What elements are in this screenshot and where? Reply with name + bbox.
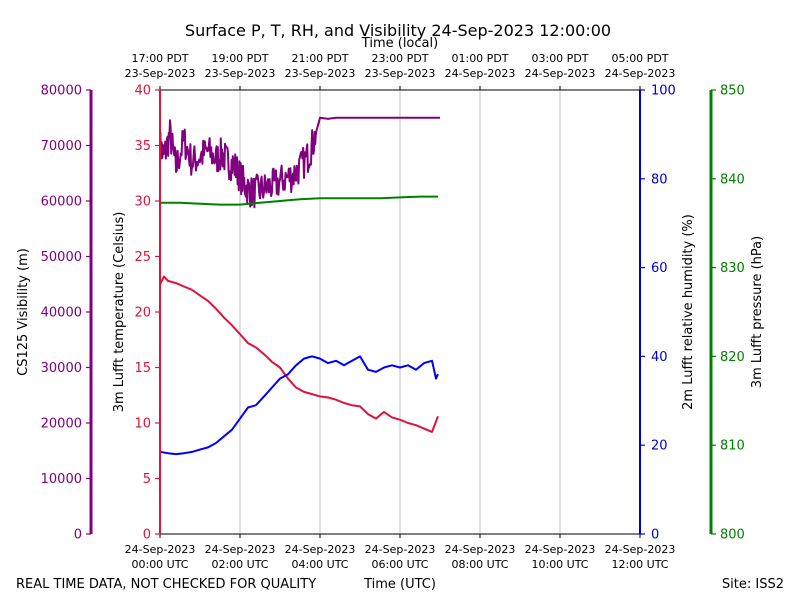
visibility-axis-tick-label: 10000 bbox=[41, 472, 82, 487]
humidity-axis-tick-label: 80 bbox=[651, 172, 668, 187]
local-tick-time: 23:00 PDT bbox=[371, 52, 428, 65]
utc-tick-time: 10:00 UTC bbox=[531, 558, 588, 571]
pressure-axis-tick-label: 800 bbox=[720, 528, 745, 543]
utc-tick-date: 24-Sep-2023 bbox=[605, 543, 676, 556]
gridlines bbox=[239, 90, 561, 534]
local-tick-date: 24-Sep-2023 bbox=[525, 67, 596, 80]
axes-layer: 24-Sep-2023 00:00 UTC 24-Sep-2023 02:00 UTC… bbox=[41, 52, 745, 571]
utc-tick-date: 24-Sep-2023 bbox=[445, 543, 516, 556]
humidity-series-line bbox=[159, 355, 439, 456]
temperature-axis-tick-label: 35 bbox=[134, 139, 151, 154]
pressure-axis-tick-label: 850 bbox=[720, 84, 745, 99]
utc-tick-date: 24-Sep-2023 bbox=[125, 543, 196, 556]
humidity-axis-tick-label: 40 bbox=[651, 350, 668, 365]
pressure-axis-tick-label: 820 bbox=[720, 350, 745, 365]
temperature-axis-tick-label: 0 bbox=[143, 528, 151, 543]
utc-tick-time: 06:00 UTC bbox=[371, 558, 428, 571]
visibility-axis-tick-label: 80000 bbox=[41, 84, 82, 99]
temperature-axis-tick-label: 20 bbox=[134, 306, 151, 321]
site-label: Site: ISS2 bbox=[722, 577, 784, 592]
humidity-axis-tick-label: 20 bbox=[651, 439, 668, 454]
utc-tick-date: 24-Sep-2023 bbox=[205, 543, 276, 556]
pressure-axis-tick-label: 830 bbox=[720, 261, 745, 276]
pressure-series-line bbox=[160, 195, 438, 206]
local-tick-date: 23-Sep-2023 bbox=[285, 67, 356, 80]
local-tick-date: 23-Sep-2023 bbox=[125, 67, 196, 80]
temperature-axis-tick-label: 10 bbox=[134, 417, 151, 432]
local-tick-time: 01:00 PDT bbox=[451, 52, 508, 65]
utc-tick-time: 12:00 UTC bbox=[611, 558, 668, 571]
temperature-axis-title: 3m Lufft temperature (Celsius) bbox=[112, 212, 127, 413]
bottom-axis-title: Time (UTC) bbox=[363, 577, 436, 592]
temperature-axis-tick-label: 15 bbox=[134, 361, 151, 376]
visibility-axis-tick-label: 70000 bbox=[41, 139, 82, 154]
top-axis-title: Time (local) bbox=[361, 36, 438, 51]
utc-tick-time: 00:00 UTC bbox=[131, 558, 188, 571]
local-tick-time: 05:00 PDT bbox=[611, 52, 668, 65]
utc-tick-time: 08:00 UTC bbox=[451, 558, 508, 571]
temperature-axis-tick-label: 25 bbox=[134, 250, 151, 265]
utc-tick-time: 04:00 UTC bbox=[291, 558, 348, 571]
local-tick-date: 23-Sep-2023 bbox=[205, 67, 276, 80]
utc-tick-date: 24-Sep-2023 bbox=[525, 543, 596, 556]
quality-disclaimer: REAL TIME DATA, NOT CHECKED FOR QUALITY bbox=[16, 577, 316, 592]
temperature-series-line bbox=[159, 275, 439, 433]
local-tick-time: 19:00 PDT bbox=[211, 52, 268, 65]
temperature-axis-tick-label: 30 bbox=[134, 195, 151, 210]
pressure-axis-title: 3m Lufft pressure (hPa) bbox=[750, 236, 765, 388]
humidity-axis-title: 2m Lufft relative humidity (%) bbox=[681, 214, 696, 410]
local-tick-date: 24-Sep-2023 bbox=[605, 67, 676, 80]
utc-tick-date: 24-Sep-2023 bbox=[285, 543, 356, 556]
local-tick-time: 03:00 PDT bbox=[531, 52, 588, 65]
visibility-axis-tick-label: 40000 bbox=[41, 306, 82, 321]
visibility-axis-tick-label: 50000 bbox=[41, 250, 82, 265]
humidity-axis-tick-label: 60 bbox=[651, 261, 668, 276]
humidity-axis-tick-label: 100 bbox=[651, 84, 676, 99]
chart-title: Surface P, T, RH, and Visibility 24-Sep-… bbox=[185, 21, 611, 40]
utc-tick-date: 24-Sep-2023 bbox=[365, 543, 436, 556]
visibility-axis-tick-label: 30000 bbox=[41, 361, 82, 376]
visibility-axis-title: CS125 Visibility (m) bbox=[16, 248, 31, 376]
pressure-axis-tick-label: 840 bbox=[720, 172, 745, 187]
local-tick-time: 17:00 PDT bbox=[131, 52, 188, 65]
local-tick-date: 23-Sep-2023 bbox=[365, 67, 436, 80]
visibility-axis-tick-label: 20000 bbox=[41, 417, 82, 432]
visibility-axis-tick-label: 60000 bbox=[41, 195, 82, 210]
local-tick-date: 24-Sep-2023 bbox=[445, 67, 516, 80]
temperature-axis-tick-label: 40 bbox=[134, 84, 151, 99]
humidity-axis-tick-label: 0 bbox=[651, 528, 659, 543]
temperature-axis-tick-label: 5 bbox=[143, 472, 151, 487]
visibility-axis-tick-label: 0 bbox=[74, 528, 82, 543]
local-tick-time: 21:00 PDT bbox=[291, 52, 348, 65]
pressure-axis-tick-label: 810 bbox=[720, 439, 745, 454]
series-layer bbox=[159, 116, 440, 456]
visibility-series-line bbox=[159, 116, 440, 209]
utc-tick-time: 02:00 UTC bbox=[211, 558, 268, 571]
